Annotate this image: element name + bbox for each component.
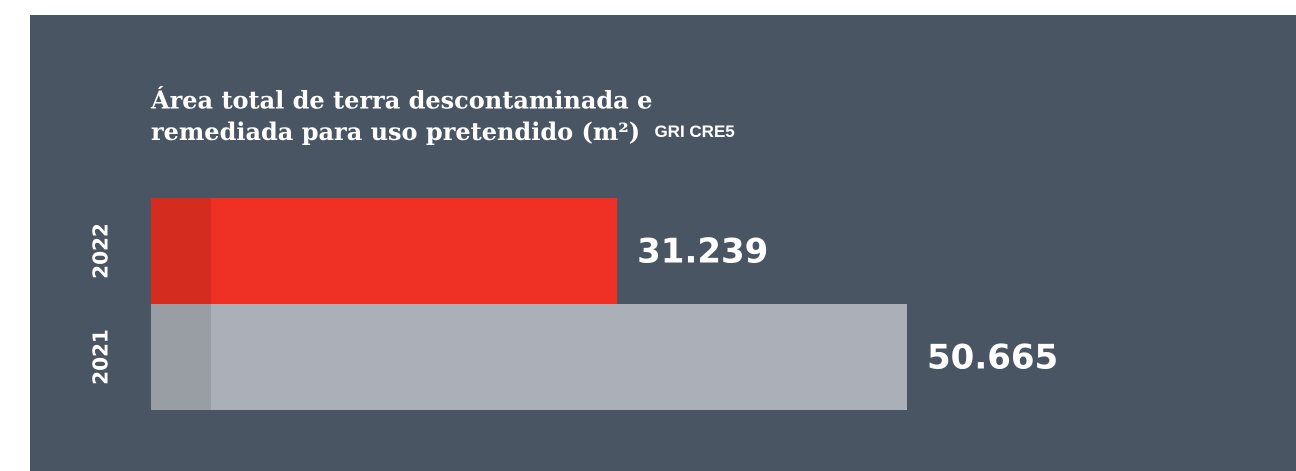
bar-accent (151, 304, 211, 410)
value-label: 31.239 (637, 232, 768, 272)
bar (151, 198, 618, 304)
bar-accent (151, 198, 211, 304)
chart-title-line: Área total de terra descontaminada e (150, 86, 652, 115)
category-label: 2021 (89, 329, 113, 385)
chart-title-line: remediada para uso pretendido (m²) (151, 117, 640, 146)
value-label: 50.665 (927, 338, 1058, 378)
chart-title-line: remediada para uso pretendido (m²) GRI C… (151, 117, 735, 146)
title-tag: GRI CRE5 (654, 122, 734, 141)
bar (151, 304, 907, 410)
category-label: 2022 (89, 223, 113, 279)
